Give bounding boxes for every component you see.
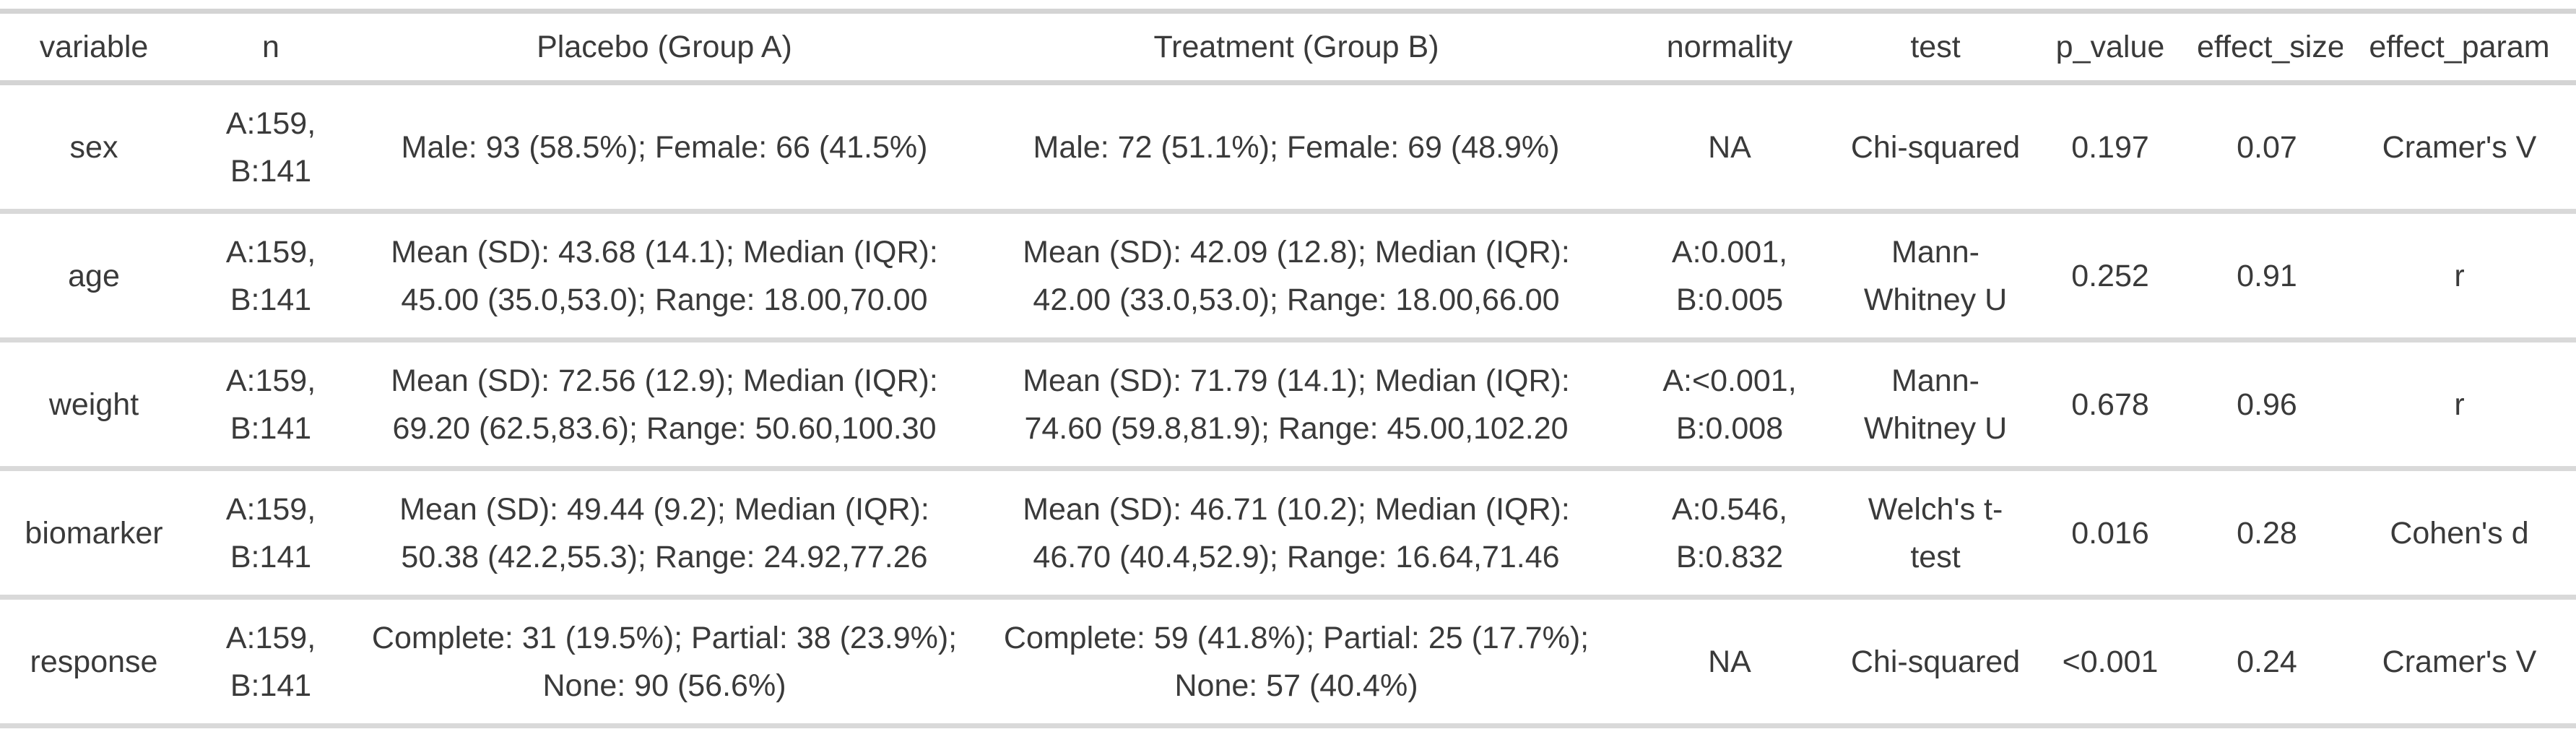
cell-normality: A:0.546, B:0.832 — [1671, 491, 1788, 574]
cell-test: Welch's t- test — [1868, 491, 2003, 574]
column-header-test: test — [1910, 29, 1961, 64]
column-header-effect-size: effect_size — [2197, 29, 2343, 64]
cell-n: A:159, B:141 — [225, 620, 316, 703]
cell-n: A:159, B:141 — [225, 234, 316, 317]
cell-p-value: <0.001 — [2062, 644, 2159, 679]
cell-placebo: Male: 93 (58.5%); Female: 66 (41.5%) — [401, 129, 928, 165]
cell-effect-size: 0.07 — [2237, 129, 2297, 165]
cell-effect-size: 0.91 — [2237, 258, 2297, 293]
cell-effect-size: 0.28 — [2237, 515, 2297, 551]
table-row: age A:159, B:141 Mean (SD): 43.68 (14.1)… — [0, 212, 2576, 340]
table-row: response A:159, B:141 Complete: 31 (19.5… — [0, 598, 2576, 726]
column-header-normality: normality — [1666, 29, 1793, 64]
cell-normality: NA — [1708, 129, 1751, 165]
cell-placebo: Mean (SD): 43.68 (14.1); Median (IQR): 4… — [391, 234, 938, 317]
cell-n: A:159, B:141 — [225, 105, 316, 189]
cell-placebo: Mean (SD): 49.44 (9.2); Median (IQR): 50… — [399, 491, 929, 574]
cell-p-value: 0.016 — [2071, 515, 2149, 551]
cell-treatment: Male: 72 (51.1%); Female: 69 (48.9%) — [1033, 129, 1560, 165]
table-row: weight A:159, B:141 Mean (SD): 72.56 (12… — [0, 340, 2576, 469]
cell-effect-param: r — [2454, 387, 2465, 422]
cell-test: Mann- Whitney U — [1863, 234, 2008, 317]
cell-normality: NA — [1708, 644, 1751, 679]
cell-p-value: 0.197 — [2071, 129, 2149, 165]
column-header-effect-param: effect_param — [2369, 29, 2550, 64]
table-row: biomarker A:159, B:141 Mean (SD): 49.44 … — [0, 469, 2576, 598]
cell-test: Chi-squared — [1850, 644, 2021, 679]
cell-normality: A:0.001, B:0.005 — [1671, 234, 1788, 317]
cell-variable: biomarker — [25, 515, 163, 551]
cell-test: Chi-squared — [1850, 129, 2021, 165]
column-header-p-value: p_value — [2055, 29, 2165, 64]
cell-effect-param: Cramer's V — [2382, 644, 2537, 679]
column-header-placebo-group-a: Placebo (Group A) — [537, 29, 792, 64]
cell-effect-param: Cohen's d — [2390, 515, 2529, 551]
cell-treatment: Mean (SD): 42.09 (12.8); Median (IQR): 4… — [1023, 234, 1570, 317]
column-header-variable: variable — [39, 29, 149, 64]
cell-effect-param: Cramer's V — [2382, 129, 2537, 165]
cell-n: A:159, B:141 — [225, 363, 316, 446]
cell-variable: weight — [48, 387, 139, 422]
cell-normality: A:<0.001, B:0.008 — [1662, 363, 1797, 446]
cell-treatment: Mean (SD): 46.71 (10.2); Median (IQR): 4… — [1023, 491, 1570, 574]
cell-treatment: Complete: 59 (41.8%); Partial: 25 (17.7%… — [1003, 620, 1590, 703]
column-header-n: n — [262, 29, 279, 64]
group-comparison-table: variable n Placebo (Group A) Treatment (… — [0, 9, 2576, 728]
table-header-row: variable n Placebo (Group A) Treatment (… — [0, 11, 2576, 83]
cell-p-value: 0.252 — [2071, 258, 2149, 293]
cell-n: A:159, B:141 — [225, 491, 316, 574]
cell-variable: response — [30, 644, 158, 679]
cell-effect-param: r — [2454, 258, 2465, 293]
cell-effect-size: 0.96 — [2237, 387, 2297, 422]
column-header-treatment-group-b: Treatment (Group B) — [1153, 29, 1439, 64]
cell-effect-size: 0.24 — [2237, 644, 2297, 679]
cell-p-value: 0.678 — [2071, 387, 2149, 422]
cell-test: Mann- Whitney U — [1863, 363, 2008, 446]
table-row: sex A:159, B:141 Male: 93 (58.5%); Femal… — [0, 83, 2576, 212]
cell-placebo: Mean (SD): 72.56 (12.9); Median (IQR): 6… — [391, 363, 938, 446]
cell-variable: age — [68, 258, 120, 293]
cell-treatment: Mean (SD): 71.79 (14.1); Median (IQR): 7… — [1023, 363, 1570, 446]
cell-variable: sex — [69, 129, 118, 165]
cell-placebo: Complete: 31 (19.5%); Partial: 38 (23.9%… — [371, 620, 958, 703]
